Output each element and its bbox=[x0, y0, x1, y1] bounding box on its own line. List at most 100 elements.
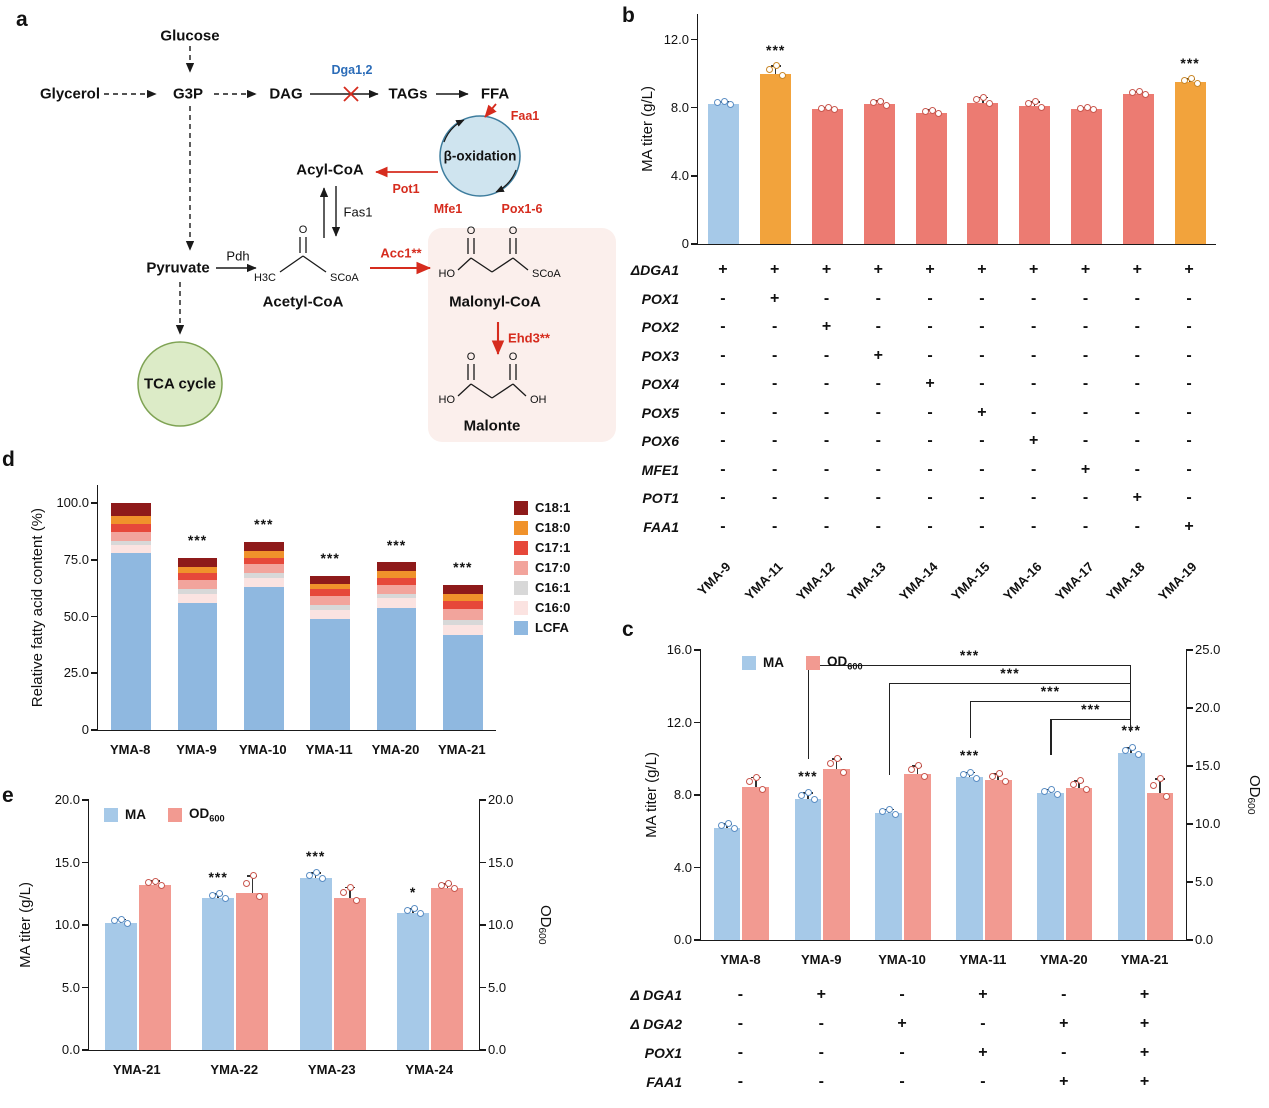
node-pyruvate: Pyruvate bbox=[146, 259, 210, 277]
significance-bracket bbox=[888, 682, 891, 776]
significance-label: *** bbox=[1180, 55, 1200, 72]
genotype-symbol: - bbox=[875, 517, 881, 535]
data-point bbox=[779, 72, 787, 80]
data-point bbox=[1193, 79, 1201, 87]
y-axis-tick bbox=[691, 38, 698, 41]
legend-swatch bbox=[514, 520, 528, 535]
genotype-symbol: - bbox=[927, 403, 933, 421]
genotype-symbol: - bbox=[1186, 346, 1192, 364]
y-axis-tick bbox=[479, 799, 486, 801]
significance-bracket bbox=[1129, 718, 1132, 732]
genotype-symbol: - bbox=[1031, 346, 1037, 364]
genotype-gene-label: FAA1 bbox=[643, 518, 679, 535]
genotype-symbol: - bbox=[720, 489, 726, 507]
data-point bbox=[1077, 104, 1084, 112]
error-bar bbox=[251, 876, 254, 893]
data-point bbox=[869, 99, 877, 107]
genotype-symbol: - bbox=[1134, 346, 1140, 364]
data-point bbox=[152, 877, 160, 885]
legend-label: C18:0 bbox=[535, 520, 571, 535]
data-point bbox=[753, 773, 761, 781]
svg-text:HO: HO bbox=[439, 268, 456, 280]
genotype-gene-label: POX2 bbox=[641, 319, 679, 336]
y-axis-tick-label: 0 bbox=[681, 236, 689, 251]
data-point bbox=[1040, 787, 1048, 795]
panel-b-genotype-matrix: ΔDGA1 + + + + + + + + + + POX1 - + - - - - - - - - POX2 - - + - - - -… bbox=[609, 256, 1215, 541]
data-point bbox=[410, 905, 418, 913]
genotype-symbol: + bbox=[1059, 1014, 1069, 1032]
data-point bbox=[818, 104, 825, 112]
legend-swatch bbox=[514, 600, 528, 615]
genotype-gene-label: MFE1 bbox=[641, 461, 679, 478]
genotype-symbol: - bbox=[818, 1072, 824, 1090]
bar bbox=[1122, 94, 1154, 244]
stacked-bar-segment bbox=[243, 578, 284, 588]
data-point bbox=[759, 785, 767, 793]
y-axis-tick-label: 15.0 bbox=[1195, 758, 1221, 773]
y-axis-tick bbox=[1186, 823, 1193, 825]
y-axis-tick bbox=[691, 243, 698, 245]
data-point bbox=[242, 880, 250, 888]
genotype-symbol: - bbox=[1031, 289, 1037, 307]
stacked-bar-segment bbox=[243, 587, 284, 730]
genotype-symbol: - bbox=[1186, 375, 1192, 393]
stacked-bar-segment bbox=[243, 541, 284, 551]
node-malonate: Malonte bbox=[463, 417, 521, 435]
genotype-symbol: - bbox=[1061, 985, 1067, 1003]
y-axis-tick-label: 12.0 bbox=[666, 714, 692, 730]
svg-text:O: O bbox=[299, 224, 308, 236]
node-glucose: Glucose bbox=[160, 27, 220, 45]
inhibition-cross bbox=[343, 86, 359, 102]
bar bbox=[1065, 788, 1093, 940]
x-category-label: YMA-11 bbox=[959, 952, 1007, 967]
data-point bbox=[1134, 751, 1142, 759]
genotype-symbol: + bbox=[1184, 261, 1194, 279]
data-point bbox=[988, 773, 996, 781]
data-point bbox=[1150, 781, 1158, 789]
genotype-symbol: - bbox=[772, 318, 778, 336]
error-bar bbox=[916, 766, 919, 775]
bar bbox=[1070, 109, 1103, 244]
svg-text:O: O bbox=[509, 351, 518, 363]
genotype-symbol: - bbox=[772, 460, 778, 478]
genotype-symbol: - bbox=[927, 289, 933, 307]
data-point bbox=[1180, 76, 1188, 84]
genotype-gene-label: POX1 bbox=[644, 1044, 682, 1061]
x-category-label: YMA-23 bbox=[307, 1062, 356, 1077]
stacked-bar-segment bbox=[442, 593, 483, 601]
data-point bbox=[403, 906, 411, 914]
panel-c-x-axis-labels: YMA-8 YMA-9 YMA-10 YMA-11 YMA-20 YMA-21 bbox=[700, 946, 1185, 968]
x-category-label: YMA-21 bbox=[437, 742, 486, 757]
y-axis-tick-label: 20.0 bbox=[54, 792, 80, 807]
genotype-symbol: - bbox=[979, 517, 985, 535]
genotype-symbol: - bbox=[772, 432, 778, 450]
data-point bbox=[1157, 774, 1165, 782]
genotype-symbol: + bbox=[1132, 489, 1142, 507]
genotype-symbol: - bbox=[875, 432, 881, 450]
stacked-bar-segment bbox=[111, 531, 152, 541]
data-point bbox=[973, 96, 981, 104]
panel-e-plot-area: 0.0 5.0 10.0 15.0 20.0 0.0 5.0 10.0 15.0 20.0 *** *… bbox=[55, 792, 514, 1057]
data-point bbox=[886, 805, 894, 813]
node-ffa: FFA bbox=[480, 85, 510, 103]
data-point bbox=[353, 896, 361, 904]
legend-swatch bbox=[514, 560, 528, 575]
y-axis-tick bbox=[82, 799, 89, 801]
tca-cycle-circle bbox=[137, 341, 223, 427]
data-point bbox=[437, 881, 445, 889]
genotype-symbol: + bbox=[816, 985, 826, 1003]
red-reaction-arrows bbox=[370, 103, 505, 356]
genotype-symbol: + bbox=[1059, 1072, 1069, 1090]
genotype-symbol: - bbox=[875, 289, 881, 307]
genotype-symbol: - bbox=[772, 375, 778, 393]
genotype-symbol: - bbox=[1134, 517, 1140, 535]
stacked-bar-segment bbox=[376, 607, 417, 730]
genotype-symbol: - bbox=[823, 432, 830, 450]
y-axis-tick bbox=[1186, 765, 1193, 767]
legend-label-ma: MA bbox=[763, 655, 784, 671]
genotype-symbol: - bbox=[720, 432, 726, 450]
stacked-bar-segment bbox=[442, 634, 483, 730]
panel-e-right-y-axis-title: OD600 bbox=[534, 800, 556, 1050]
stacked-bar-segment bbox=[376, 562, 417, 572]
data-point bbox=[111, 917, 119, 925]
